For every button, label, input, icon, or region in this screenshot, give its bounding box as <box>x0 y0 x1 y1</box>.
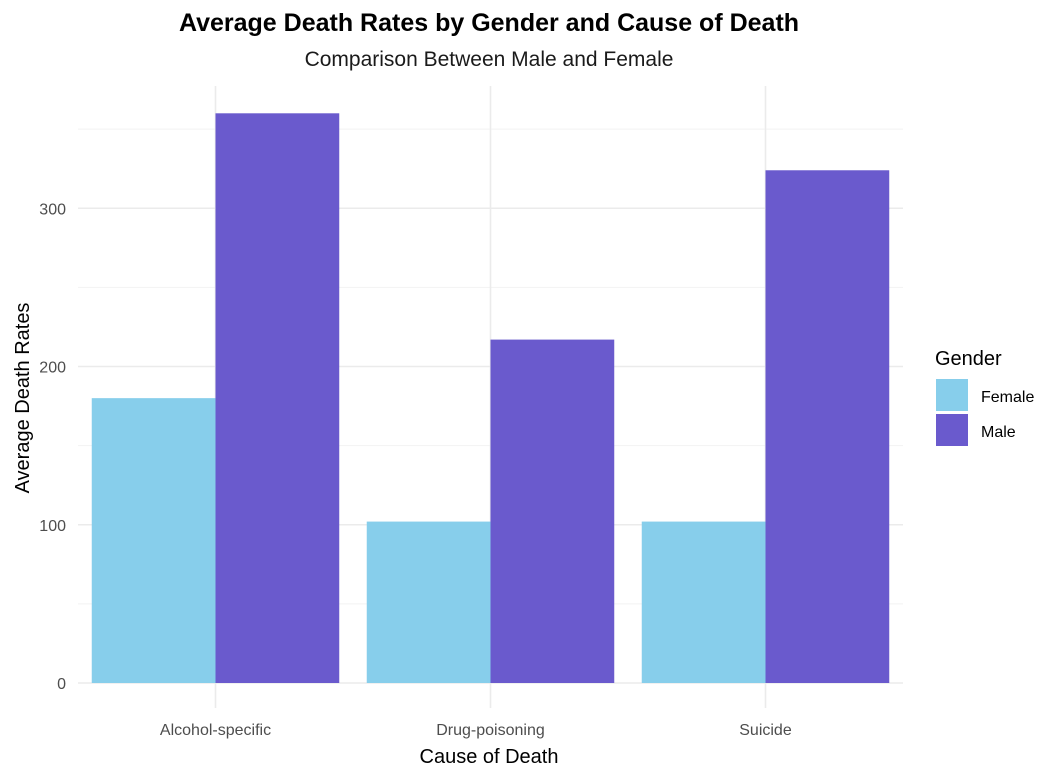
x-tick-label: Alcohol-specific <box>160 722 271 739</box>
y-axis-ticks: 0 100 200 300 <box>39 201 66 693</box>
legend-label-male: Male <box>981 424 1016 441</box>
y-tick-label: 300 <box>39 201 66 218</box>
x-axis-ticks: Alcohol-specific Drug-poisoning Suicide <box>160 722 792 739</box>
bar-male-drug-poisoning <box>490 339 615 683</box>
chart-subtitle: Comparison Between Male and Female <box>305 48 674 71</box>
bars <box>91 113 890 684</box>
bar-female-suicide <box>641 521 766 683</box>
chart-title: Average Death Rates by Gender and Cause … <box>179 9 799 37</box>
y-tick-label: 0 <box>57 676 66 693</box>
x-axis-title: Cause of Death <box>420 746 559 768</box>
bar-male-alcohol-specific <box>215 113 340 684</box>
bar-female-drug-poisoning <box>366 521 491 683</box>
legend-key-male <box>936 414 968 446</box>
y-tick-label: 100 <box>39 518 66 535</box>
bar-male-suicide <box>765 170 890 683</box>
x-tick-label: Suicide <box>739 722 792 739</box>
legend-key-female <box>936 379 968 411</box>
y-axis-title: Average Death Rates <box>12 303 34 494</box>
legend-items: Female Male <box>936 379 1034 446</box>
x-tick-label: Drug-poisoning <box>436 722 545 739</box>
legend-label-female: Female <box>981 389 1034 406</box>
bar-female-alcohol-specific <box>91 398 216 683</box>
legend: Gender Female Male <box>935 348 1034 446</box>
y-tick-label: 200 <box>39 360 66 377</box>
legend-title: Gender <box>935 348 1002 370</box>
